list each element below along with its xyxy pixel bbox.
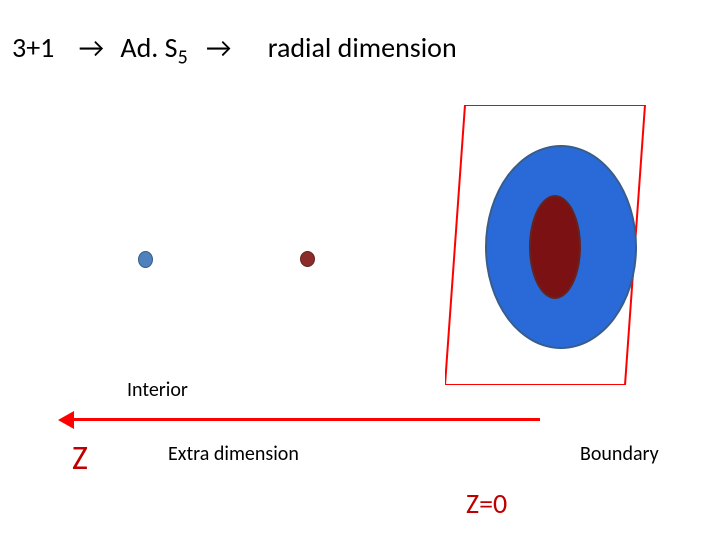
title-rhs: radial dimension <box>268 30 457 65</box>
extra-dimension-arrow-head <box>58 411 74 429</box>
title-text: 3+1 → Ad. S5 → radial dimension <box>12 30 457 70</box>
z-zero-label: Z=0 <box>466 486 507 521</box>
inner-ellipse <box>529 195 581 299</box>
interior-label: Interior <box>127 378 188 402</box>
title-lhs: 3+1 <box>12 30 54 65</box>
red-dot <box>300 251 315 267</box>
title-arrow2: → <box>206 30 231 65</box>
title-subscript: 5 <box>178 46 188 70</box>
extra-dimension-label: Extra dimension <box>168 442 299 466</box>
extra-dimension-arrow-line <box>70 418 540 421</box>
blue-dot <box>138 251 153 268</box>
title-ads: Ad. S <box>120 30 177 65</box>
z-axis-label: Z <box>72 438 88 479</box>
boundary-label: Boundary <box>580 442 659 466</box>
title-arrow1: → <box>79 30 104 65</box>
